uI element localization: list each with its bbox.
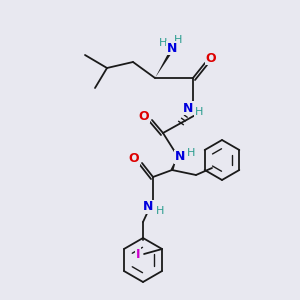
- Text: O: O: [206, 52, 216, 64]
- Text: N: N: [183, 101, 193, 115]
- Text: N: N: [175, 151, 185, 164]
- Text: O: O: [139, 110, 149, 122]
- Text: H: H: [174, 35, 182, 45]
- Text: H: H: [159, 38, 167, 48]
- Text: N: N: [167, 41, 177, 55]
- Polygon shape: [171, 157, 177, 170]
- Polygon shape: [155, 52, 171, 78]
- Text: N: N: [143, 200, 153, 214]
- Text: H: H: [156, 206, 164, 216]
- Text: I: I: [136, 248, 140, 260]
- Text: H: H: [187, 148, 195, 158]
- Text: H: H: [195, 107, 203, 117]
- Text: O: O: [129, 152, 139, 166]
